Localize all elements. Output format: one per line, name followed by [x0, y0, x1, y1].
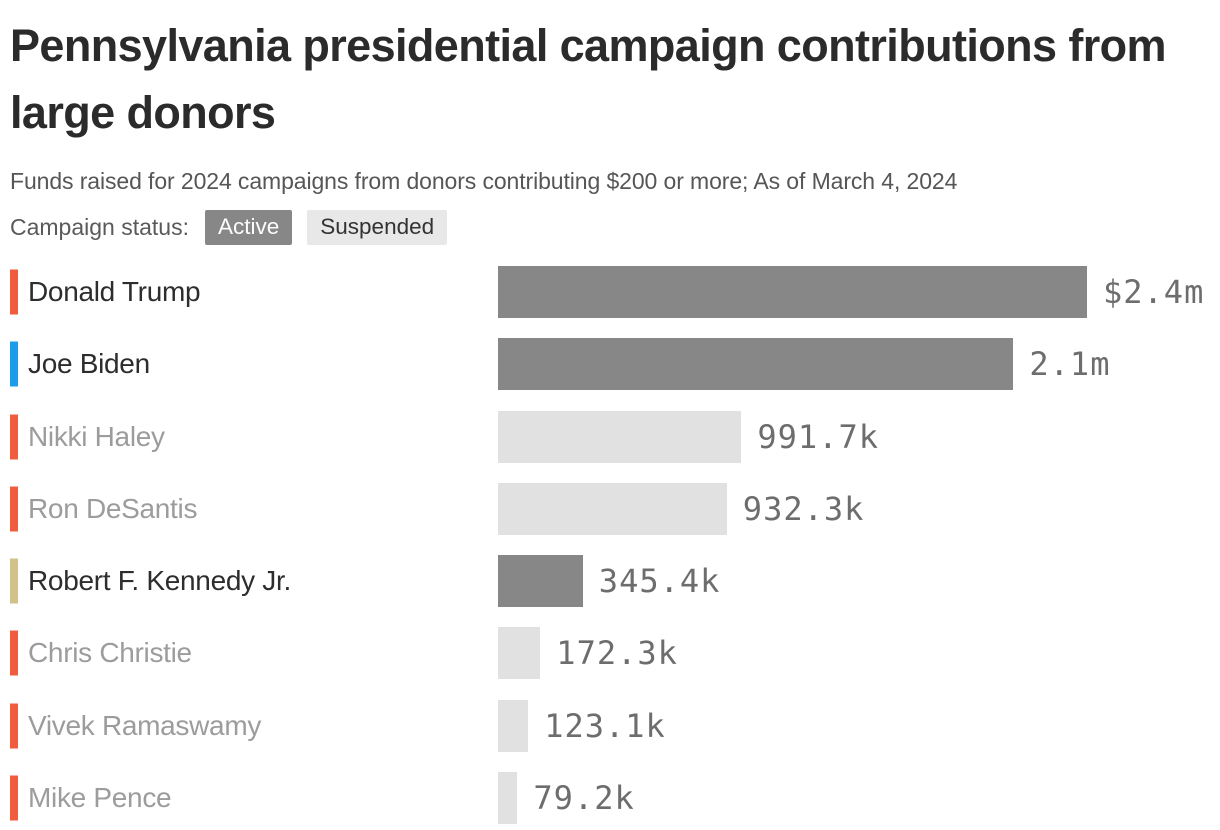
candidate-name-label: Chris Christie [28, 637, 192, 669]
candidate-name-label: Nikki Haley [28, 420, 165, 452]
campaign-status-legend: Campaign status: Active Suspended [10, 209, 1210, 245]
chart-row: Mike Pence 79.2k [0, 762, 1220, 830]
contribution-bar [498, 338, 1014, 391]
party-accent-mark [10, 341, 18, 387]
party-accent-mark [10, 775, 18, 821]
candidate-name-label: Ron DeSantis [28, 492, 198, 524]
contribution-value-label: 345.4k [598, 562, 721, 601]
candidate-name-label: Donald Trump [28, 276, 201, 308]
contribution-value-label: 991.7k [757, 417, 879, 456]
chart-row: Ron DeSantis 932.3k [0, 473, 1220, 545]
legend-label: Campaign status: [10, 213, 189, 240]
party-accent-mark [10, 630, 18, 676]
legend-badge-active: Active [204, 209, 293, 245]
chart-row: Nikki Haley 991.7k [0, 401, 1220, 473]
candidate-name-label: Joe Biden [28, 348, 150, 380]
contribution-value-label: 123.1k [544, 706, 666, 745]
bar-chart: Donald Trump $2.4m Joe Biden 2.1m Nikki … [0, 256, 1220, 830]
candidate-name-label: Mike Pence [28, 781, 172, 813]
contribution-value-label: 172.3k [556, 634, 678, 673]
candidate-name-label: Robert F. Kennedy Jr. [28, 565, 291, 597]
party-accent-mark [10, 269, 18, 315]
contribution-value-label: 79.2k [533, 778, 635, 817]
contribution-bar [498, 482, 727, 535]
contribution-bar [498, 771, 518, 824]
chart-row: Robert F. Kennedy Jr. 345.4k [0, 545, 1220, 617]
contribution-bar [498, 555, 583, 608]
party-accent-mark [10, 558, 18, 604]
party-accent-mark [10, 486, 18, 532]
party-accent-mark [10, 703, 18, 749]
contribution-bar [498, 627, 541, 680]
contribution-value-label: 2.1m [1029, 345, 1111, 384]
chart-row: Vivek Ramaswamy 123.1k [0, 690, 1220, 762]
legend-badge-suspended: Suspended [307, 209, 448, 245]
candidate-name-label: Vivek Ramaswamy [28, 709, 262, 741]
contribution-value-label: 932.3k [742, 489, 865, 528]
party-accent-mark [10, 414, 18, 460]
contribution-bar [498, 410, 742, 463]
chart-row: Donald Trump $2.4m [0, 256, 1220, 328]
chart-subtitle: Funds raised for 2024 campaigns from don… [10, 168, 958, 194]
chart-row: Chris Christie 172.3k [0, 617, 1220, 689]
chart-row: Joe Biden 2.1m [0, 328, 1220, 400]
contribution-bar [498, 699, 529, 752]
chart-title: Pennsylvania presidential campaign contr… [10, 20, 1167, 138]
contribution-value-label: $2.4m [1103, 273, 1205, 312]
contribution-bar [498, 266, 1087, 319]
chart-header: Pennsylvania presidential campaign contr… [0, 0, 1220, 245]
